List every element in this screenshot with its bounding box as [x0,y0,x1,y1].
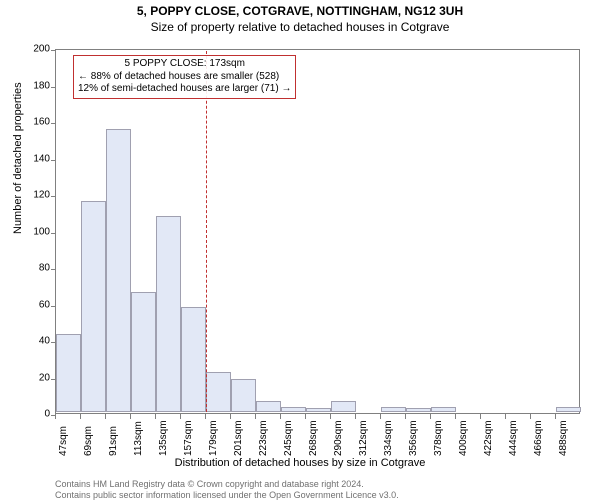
histogram-bar [331,401,356,412]
x-tick-label: 245sqm [283,420,294,456]
y-tick-label: 180 [33,80,50,91]
y-tick-mark [51,306,56,307]
x-tick-mark [355,414,356,419]
x-tick-label: 312sqm [358,420,369,456]
histogram-bar [206,372,231,412]
annotation-line-3: 12% of semi-detached houses are larger (… [78,83,291,96]
y-tick-mark [51,50,56,51]
x-tick-mark [430,414,431,419]
x-tick-label: 157sqm [183,420,194,456]
y-tick-label: 160 [33,117,50,128]
x-tick-mark [280,414,281,419]
x-tick-label: 488sqm [558,420,569,456]
x-tick-mark [105,414,106,419]
x-tick-mark [130,414,131,419]
x-tick-label: 113sqm [133,421,144,456]
x-tick-label: 91sqm [108,426,119,456]
y-tick-mark [51,160,56,161]
annotation-box: 5 POPPY CLOSE: 173sqm ← 88% of detached … [73,55,296,99]
x-tick-mark [205,414,206,419]
y-tick-mark [51,233,56,234]
x-tick-mark [55,414,56,419]
x-tick-label: 466sqm [533,420,544,456]
y-tick-label: 0 [44,409,50,420]
footer-attribution: Contains HM Land Registry data © Crown c… [55,479,399,501]
y-tick-label: 20 [39,372,50,383]
x-tick-label: 179sqm [208,420,219,456]
histogram-bar [131,292,156,412]
x-tick-label: 201sqm [233,420,244,456]
x-tick-label: 135sqm [158,420,169,456]
y-tick-label: 80 [39,263,50,274]
histogram-bar [231,379,256,412]
annotation-line-2: ← 88% of detached houses are smaller (52… [78,71,291,84]
annotation-line-1: 5 POPPY CLOSE: 173sqm [78,58,291,71]
histogram-bar [406,408,431,412]
y-tick-label: 40 [39,336,50,347]
page-subtitle: Size of property relative to detached ho… [0,20,600,34]
y-axis-label: Number of detached properties [12,82,24,234]
histogram-bar [56,334,81,412]
histogram-bar [81,201,106,412]
x-tick-label: 356sqm [408,420,419,456]
property-marker-line [206,51,207,412]
x-tick-label: 378sqm [433,420,444,456]
x-tick-label: 47sqm [58,426,69,456]
y-tick-mark [51,269,56,270]
y-tick-label: 100 [33,226,50,237]
y-tick-mark [51,123,56,124]
histogram-bar [106,129,131,412]
y-tick-label: 200 [33,44,50,55]
x-tick-label: 290sqm [333,420,344,456]
histogram-bar [306,408,331,412]
x-tick-label: 69sqm [83,426,94,456]
plot-region [55,49,580,414]
footer-line-1: Contains HM Land Registry data © Crown c… [55,479,399,490]
histogram-bar [431,407,456,412]
y-tick-label: 140 [33,153,50,164]
histogram-bar [156,216,181,412]
x-axis-label: Distribution of detached houses by size … [0,457,600,469]
x-tick-mark [180,414,181,419]
x-tick-label: 444sqm [508,420,519,456]
y-tick-mark [51,87,56,88]
y-tick-label: 120 [33,190,50,201]
histogram-bar [381,407,406,412]
y-tick-label: 60 [39,299,50,310]
x-tick-mark [155,414,156,419]
histogram-bar [556,407,581,412]
x-tick-mark [455,414,456,419]
x-tick-mark [505,414,506,419]
y-tick-mark [51,196,56,197]
x-tick-mark [405,414,406,419]
chart-area: 5 POPPY CLOSE: 173sqm ← 88% of detached … [55,49,580,414]
page-title: 5, POPPY CLOSE, COTGRAVE, NOTTINGHAM, NG… [0,4,600,18]
x-tick-mark [480,414,481,419]
x-tick-label: 400sqm [458,420,469,456]
x-tick-label: 268sqm [308,420,319,456]
x-tick-mark [80,414,81,419]
x-tick-label: 334sqm [383,420,394,456]
x-tick-label: 223sqm [258,420,269,456]
x-tick-mark [530,414,531,419]
x-tick-mark [380,414,381,419]
histogram-bar [181,307,206,412]
x-tick-mark [305,414,306,419]
x-tick-mark [230,414,231,419]
x-tick-label: 422sqm [483,420,494,456]
histogram-bar [281,407,306,412]
histogram-bar [256,401,281,412]
x-tick-mark [255,414,256,419]
x-tick-mark [555,414,556,419]
footer-line-2: Contains public sector information licen… [55,490,399,501]
x-tick-mark [330,414,331,419]
